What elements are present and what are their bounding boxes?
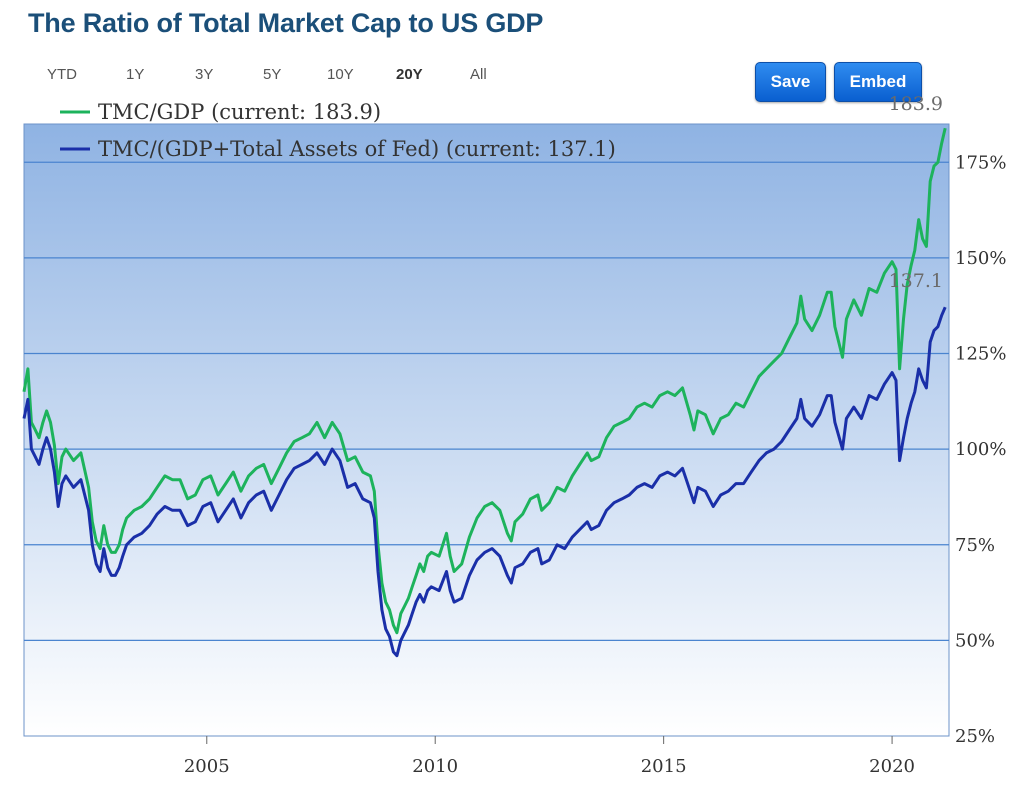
- x-tick-label: 2020: [869, 756, 915, 777]
- range-1y-button[interactable]: 1Y: [126, 66, 145, 83]
- y-tick-label: 125%: [955, 344, 1006, 365]
- current-labels: 183.9 137.1: [889, 93, 943, 292]
- y-tick-label: 100%: [955, 439, 1006, 460]
- y-tick-label: 75%: [955, 535, 995, 556]
- y-tick-label: 150%: [955, 248, 1006, 269]
- range-20y-button[interactable]: 20Y: [396, 66, 423, 83]
- legend: TMC/GDP (current: 183.9) TMC/(GDP+Total A…: [60, 100, 616, 161]
- series-line-tmc-gdp-fed[interactable]: [22, 306, 947, 658]
- current-value-label: 137.1: [889, 270, 943, 292]
- embed-button[interactable]: Embed: [834, 62, 922, 102]
- range-3y-button[interactable]: 3Y: [195, 66, 214, 83]
- x-tick-label: 2015: [641, 756, 687, 777]
- x-axis: 2005 2010 2015 2020: [184, 736, 915, 777]
- range-all-button[interactable]: All: [470, 66, 487, 83]
- save-button[interactable]: Save: [755, 62, 826, 102]
- page-title: The Ratio of Total Market Cap to US GDP: [28, 8, 544, 38]
- y-axis: 25% 50% 75% 100% 125% 150% 175%: [955, 152, 1006, 747]
- range-5y-button[interactable]: 5Y: [263, 66, 282, 83]
- series-layer: [22, 127, 947, 658]
- x-tick-label: 2010: [412, 756, 458, 777]
- series-line-tmc-gdp[interactable]: [22, 127, 947, 635]
- y-tick-label: 50%: [955, 630, 995, 651]
- legend-item[interactable]: TMC/GDP (current: 183.9): [98, 100, 381, 124]
- plot-area: [23, 123, 950, 737]
- x-tick-label: 2005: [184, 756, 230, 777]
- gridlines: [24, 161, 949, 641]
- y-tick-label: 25%: [955, 726, 995, 747]
- current-value-label: 183.9: [889, 93, 943, 115]
- legend-item[interactable]: TMC/(GDP+Total Assets of Fed) (current: …: [98, 137, 616, 161]
- y-tick-label: 175%: [955, 152, 1006, 173]
- range-10y-button[interactable]: 10Y: [327, 66, 354, 83]
- range-ytd-button[interactable]: YTD: [47, 66, 77, 83]
